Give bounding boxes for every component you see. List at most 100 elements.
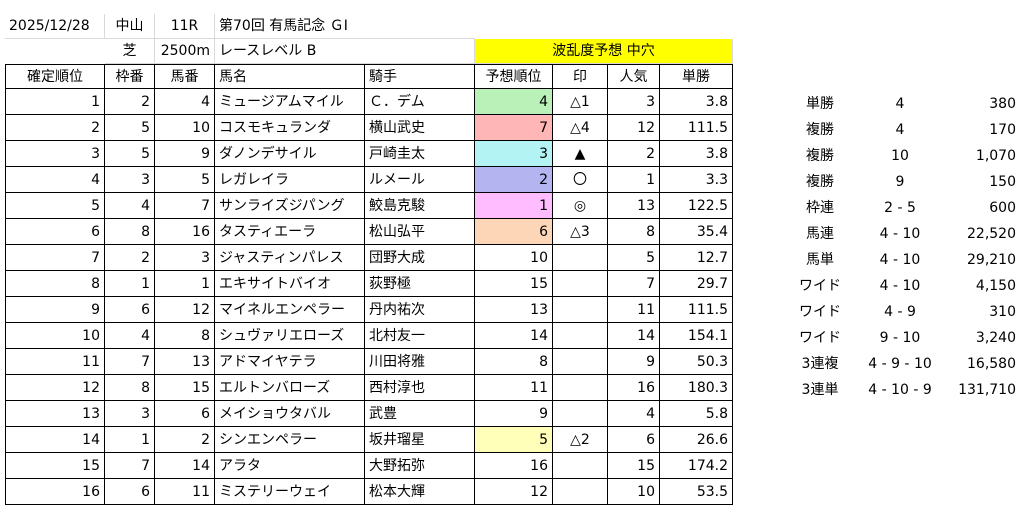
mark-cell[interactable]	[553, 375, 608, 401]
payout-amount-cell[interactable]: 310	[989, 304, 1016, 320]
payout-combination-cell[interactable]: 4 - 9	[884, 304, 916, 320]
horse-name-cell[interactable]: コスモキュランダ	[215, 115, 365, 141]
waku-cell[interactable]: 7	[105, 453, 155, 479]
jockey-cell[interactable]: 荻野極	[365, 271, 475, 297]
uma-cell[interactable]: 16	[155, 219, 215, 245]
popularity-cell[interactable]: 6	[608, 427, 660, 453]
uma-cell[interactable]: 14	[155, 453, 215, 479]
jockey-cell[interactable]: 大野拓弥	[365, 453, 475, 479]
race-level-cell[interactable]: レースレベル B	[215, 39, 475, 64]
rank-cell[interactable]: 6	[5, 219, 105, 245]
waku-cell[interactable]: 6	[105, 297, 155, 323]
horse-name-cell[interactable]: シンエンペラー	[215, 427, 365, 453]
payout-amount-cell[interactable]: 22,520	[967, 226, 1016, 242]
rank-cell[interactable]: 14	[5, 427, 105, 453]
waku-cell[interactable]: 2	[105, 89, 155, 115]
horse-name-cell[interactable]: マイネルエンペラー	[215, 297, 365, 323]
win-odds-cell[interactable]: 174.2	[660, 453, 733, 479]
jockey-cell[interactable]: 横山武史	[365, 115, 475, 141]
win-odds-cell[interactable]: 12.7	[660, 245, 733, 271]
win-odds-cell[interactable]: 180.3	[660, 375, 733, 401]
column-header-horse-name[interactable]: 馬名	[215, 64, 365, 89]
jockey-cell[interactable]: 松本大輝	[365, 479, 475, 505]
win-odds-cell[interactable]: 154.1	[660, 323, 733, 349]
waku-cell[interactable]: 5	[105, 115, 155, 141]
rank-cell[interactable]: 10	[5, 323, 105, 349]
payout-combination-cell[interactable]: 4	[895, 96, 905, 112]
uma-cell[interactable]: 7	[155, 193, 215, 219]
horse-name-cell[interactable]: エルトンバローズ	[215, 375, 365, 401]
payout-combination-cell[interactable]: 4 - 10 - 9	[868, 382, 932, 398]
payout-type-cell[interactable]: ワイド	[799, 278, 841, 294]
uma-cell[interactable]: 8	[155, 323, 215, 349]
payout-combination-cell[interactable]: 4	[895, 122, 905, 138]
mark-cell[interactable]	[553, 479, 608, 505]
horse-name-cell[interactable]: メイショウタバル	[215, 401, 365, 427]
predicted-rank-cell[interactable]: 3	[475, 141, 553, 167]
payout-amount-cell[interactable]: 29,210	[967, 252, 1016, 268]
predicted-rank-cell[interactable]: 13	[475, 297, 553, 323]
payout-combination-cell[interactable]: 9	[895, 174, 905, 190]
horse-name-cell[interactable]: アラタ	[215, 453, 365, 479]
payout-amount-cell[interactable]: 4,150	[975, 278, 1016, 294]
predicted-rank-cell[interactable]: 11	[475, 375, 553, 401]
rank-cell[interactable]: 7	[5, 245, 105, 271]
uma-cell[interactable]: 9	[155, 141, 215, 167]
predicted-rank-cell[interactable]: 16	[475, 453, 553, 479]
payout-amount-cell[interactable]: 16,580	[967, 356, 1016, 372]
rank-cell[interactable]: 1	[5, 89, 105, 115]
mark-cell[interactable]	[553, 349, 608, 375]
predicted-rank-cell[interactable]: 15	[475, 271, 553, 297]
surface-cell[interactable]: 芝	[105, 39, 155, 64]
mark-cell[interactable]: 〇	[553, 167, 608, 193]
waku-cell[interactable]: 8	[105, 375, 155, 401]
predicted-rank-cell[interactable]: 8	[475, 349, 553, 375]
rank-cell[interactable]: 15	[5, 453, 105, 479]
uma-cell[interactable]: 5	[155, 167, 215, 193]
win-odds-cell[interactable]: 35.4	[660, 219, 733, 245]
column-header-rank[interactable]: 確定順位	[5, 64, 105, 89]
predicted-rank-cell[interactable]: 5	[475, 427, 553, 453]
win-odds-cell[interactable]: 5.8	[660, 401, 733, 427]
uma-cell[interactable]: 4	[155, 89, 215, 115]
payout-combination-cell[interactable]: 4 - 10	[879, 252, 921, 268]
win-odds-cell[interactable]: 3.3	[660, 167, 733, 193]
payout-type-cell[interactable]: 3連複	[801, 356, 839, 372]
payout-combination-cell[interactable]: 10	[891, 148, 909, 164]
uma-cell[interactable]: 3	[155, 245, 215, 271]
uma-cell[interactable]: 11	[155, 479, 215, 505]
payout-amount-cell[interactable]: 1,070	[975, 148, 1016, 164]
horse-name-cell[interactable]: ダノンデサイル	[215, 141, 365, 167]
win-odds-cell[interactable]: 3.8	[660, 89, 733, 115]
win-odds-cell[interactable]: 53.5	[660, 479, 733, 505]
popularity-cell[interactable]: 2	[608, 141, 660, 167]
predicted-rank-cell[interactable]: 4	[475, 89, 553, 115]
payout-type-cell[interactable]: 3連単	[801, 382, 839, 398]
payout-type-cell[interactable]: 複勝	[806, 148, 834, 164]
mark-cell[interactable]: △4	[553, 115, 608, 141]
horse-name-cell[interactable]: レガレイラ	[215, 167, 365, 193]
horse-name-cell[interactable]: サンライズジパング	[215, 193, 365, 219]
uma-cell[interactable]: 6	[155, 401, 215, 427]
race-name-cell[interactable]: 第70回 有馬記念 ＧⅠ	[215, 14, 475, 39]
rank-cell[interactable]: 13	[5, 401, 105, 427]
popularity-cell[interactable]: 9	[608, 349, 660, 375]
payout-combination-cell[interactable]: 4 - 10	[879, 278, 921, 294]
payout-type-cell[interactable]: 馬単	[806, 252, 834, 268]
column-header-predicted-rank[interactable]: 予想順位	[475, 64, 553, 89]
rank-cell[interactable]: 4	[5, 167, 105, 193]
uma-cell[interactable]: 2	[155, 427, 215, 453]
date-cell[interactable]: 2025/12/28	[5, 14, 105, 39]
waku-cell[interactable]: 6	[105, 479, 155, 505]
popularity-cell[interactable]: 12	[608, 115, 660, 141]
popularity-cell[interactable]: 7	[608, 271, 660, 297]
horse-name-cell[interactable]: ミュージアムマイル	[215, 89, 365, 115]
rank-cell[interactable]: 9	[5, 297, 105, 323]
uma-cell[interactable]: 1	[155, 271, 215, 297]
payout-amount-cell[interactable]: 150	[989, 174, 1016, 190]
predicted-rank-cell[interactable]: 2	[475, 167, 553, 193]
horse-name-cell[interactable]: エキサイトバイオ	[215, 271, 365, 297]
predicted-rank-cell[interactable]: 6	[475, 219, 553, 245]
popularity-cell[interactable]: 11	[608, 297, 660, 323]
payout-type-cell[interactable]: 複勝	[806, 174, 834, 190]
